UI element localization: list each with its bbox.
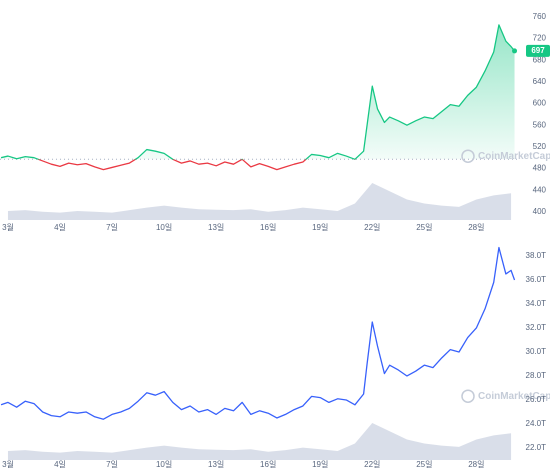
y-tick-label: 22.0T [526, 443, 547, 452]
last-label: 697 [531, 46, 545, 55]
x-tick-label: 7일 [106, 460, 118, 469]
x-tick-label: 28일 [468, 223, 484, 232]
volume-area [7, 183, 512, 220]
y-tick-label: 38.0T [526, 251, 547, 260]
y-tick-label: 640 [533, 77, 547, 86]
x-tick-label: 25일 [416, 223, 432, 232]
x-tick-label: 10일 [156, 223, 172, 232]
y-tick-label: 480 [533, 164, 547, 173]
y-tick-label: 26.0T [526, 395, 547, 404]
x-tick-label: 19일 [312, 460, 328, 469]
x-tick-label: 25일 [416, 460, 432, 469]
x-tick-label: 16일 [260, 223, 276, 232]
y-tick-label: 720 [533, 34, 547, 43]
x-tick-label: 10일 [156, 460, 172, 469]
y-tick-label: 36.0T [526, 275, 547, 284]
watermark-logo [461, 149, 475, 163]
x-tick-label: 4일 [54, 460, 66, 469]
y-tick-label: 24.0T [526, 419, 547, 428]
y-tick-label: 30.0T [526, 347, 547, 356]
x-tick-label: 4일 [54, 223, 66, 232]
x-tick-label: 28일 [468, 460, 484, 469]
price-line [0, 246, 516, 420]
last-point [512, 48, 518, 54]
volume-area [7, 423, 512, 460]
x-tick-label: 22일 [364, 223, 380, 232]
y-tick-label: 600 [533, 99, 547, 108]
last-label-box [526, 44, 550, 57]
x-tick-label: 13일 [208, 460, 224, 469]
y-tick-label: 560 [533, 120, 547, 129]
watermark-logo [461, 389, 475, 403]
x-tick-label: 19일 [312, 223, 328, 232]
x-tick-label: 3월 [2, 459, 14, 469]
y-tick-label: 32.0T [526, 323, 547, 332]
x-tick-label: 7일 [106, 223, 118, 232]
y-tick-label: 760 [533, 12, 547, 21]
y-tick-label: 400 [533, 207, 547, 216]
x-tick-label: 22일 [364, 460, 380, 469]
price-line [0, 24, 516, 171]
x-tick-label: 13일 [208, 223, 224, 232]
y-tick-label: 28.0T [526, 371, 547, 380]
watermark: CoinMarketCap [478, 151, 550, 162]
y-tick-label: 680 [533, 55, 547, 64]
y-tick-label: 34.0T [526, 299, 547, 308]
y-tick-label: 520 [533, 142, 547, 151]
x-tick-label: 16일 [260, 460, 276, 469]
watermark: CoinMarketCap [478, 391, 550, 402]
y-tick-label: 440 [533, 185, 547, 194]
x-tick-label: 3월 [2, 222, 14, 232]
up-area [1, 24, 515, 160]
